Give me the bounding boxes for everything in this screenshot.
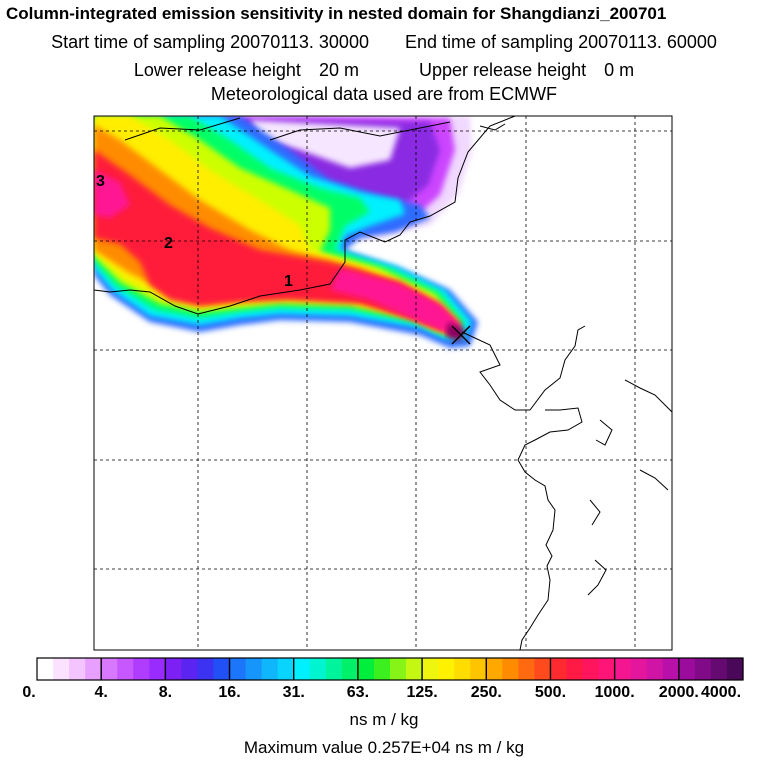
colorbar-cell	[117, 658, 134, 680]
colorbar-cell	[149, 658, 166, 680]
plot-title: Column-integrated emission sensitivity i…	[6, 4, 667, 23]
colorbar-cell	[341, 658, 359, 680]
tick-label-11: 4000.	[700, 684, 742, 701]
colorbar-cells	[37, 658, 744, 680]
tick-label-7: 250.	[470, 684, 502, 701]
sensitivity-field	[94, 116, 478, 348]
colorbar-cell	[325, 658, 343, 680]
colorbar-frame	[36, 657, 744, 681]
colorbar-cell	[101, 658, 118, 680]
max-value: 0.257E+04	[367, 738, 451, 757]
colorbar-cell	[261, 658, 279, 680]
colorbar-cell	[245, 658, 263, 680]
colorbar-cell	[502, 658, 519, 680]
colorbar-cell	[550, 658, 568, 680]
start-value: 20070113. 30000	[230, 32, 369, 52]
upper-value: 0 m	[604, 60, 635, 80]
colorbar-cell	[438, 658, 455, 680]
colorbar-cell	[678, 658, 696, 680]
sampling-times: Start time of sampling 20070113. 30000 E…	[0, 32, 768, 53]
tick-label-1: 4.	[94, 684, 108, 701]
colorbar-cell	[197, 658, 215, 680]
colorbar-cell	[630, 658, 648, 680]
tick-label-4: 31.	[282, 684, 305, 701]
colorbar-cell	[566, 658, 584, 680]
met-data-line: Meteorological data used are from ECMWF	[210, 84, 558, 104]
map-label-1: 1	[284, 273, 293, 290]
start-label: Start time of sampling	[51, 32, 226, 52]
lower-label: Lower release height	[133, 60, 301, 80]
colorbar-cell	[85, 658, 102, 680]
tick-label-10: 2000.	[658, 684, 699, 701]
plume-hotpink-west	[94, 170, 130, 218]
colorbar-cell	[406, 658, 423, 680]
colorbar-cell	[710, 658, 728, 680]
lower-value: 20 m	[318, 60, 359, 80]
end-label: End time of sampling	[405, 32, 574, 52]
tick-label-6: 125.	[406, 684, 438, 701]
station-marker	[451, 325, 471, 345]
colorbar-cell	[646, 658, 664, 680]
map-label-3: 3	[96, 173, 105, 190]
max-label: Maximum value	[243, 738, 363, 757]
colorbar-cell	[694, 658, 712, 680]
grid-lines	[94, 116, 672, 650]
colorbar-cell	[454, 658, 471, 680]
colorbar-cell	[582, 658, 600, 680]
tick-label-5: 63.	[346, 684, 370, 701]
release-heights: Lower release height 20 m Upper release …	[0, 60, 768, 81]
colorbar-units: ns m / kg	[349, 710, 419, 729]
colorbar-cell	[422, 658, 439, 680]
colorbar-cell	[470, 658, 487, 680]
colorbar-cell	[726, 658, 744, 680]
map-frame	[93, 115, 673, 651]
colorbar-cell	[662, 658, 680, 680]
colorbar-ticks	[100, 658, 680, 680]
colorbar-cell	[133, 658, 150, 680]
colorbar-cell	[357, 658, 375, 680]
colorbar-cell	[213, 658, 231, 680]
colorbar-cell	[518, 658, 536, 680]
upper-label: Upper release height	[419, 60, 587, 80]
colorbar-cell	[293, 658, 311, 680]
end-value: 20070113. 60000	[578, 32, 717, 52]
colorbar-cell	[534, 658, 552, 680]
colorbar-cell	[390, 658, 407, 680]
maximum-value-line: Maximum value 0.257E+04 ns m / kg	[0, 738, 768, 758]
coastlines	[93, 115, 673, 651]
colorbar-cell	[165, 658, 183, 680]
colorbar-cell	[69, 658, 86, 680]
colorbar-cell	[309, 658, 327, 680]
colorbar-cell	[37, 658, 54, 680]
map-label-2: 2	[164, 235, 173, 252]
colorbar-cell	[486, 658, 503, 680]
max-units: ns m / kg	[455, 738, 525, 757]
plume-core	[446, 322, 466, 342]
colorbar-cell	[53, 658, 70, 680]
colorbar-cell	[229, 658, 247, 680]
plume-hotpink	[330, 268, 462, 336]
colorbar-cell	[277, 658, 295, 680]
tick-label-9: 1000.	[594, 684, 635, 701]
colorbar-cell	[598, 658, 616, 680]
colorbar-cell	[614, 658, 632, 680]
colorbar-cell	[181, 658, 199, 680]
tick-label-2: 8.	[158, 684, 173, 701]
colorbar-cell	[373, 658, 391, 680]
tick-label-3: 16.	[218, 684, 241, 701]
tick-label-8: 500.	[534, 684, 567, 701]
tick-label-0: 0.	[22, 684, 36, 701]
